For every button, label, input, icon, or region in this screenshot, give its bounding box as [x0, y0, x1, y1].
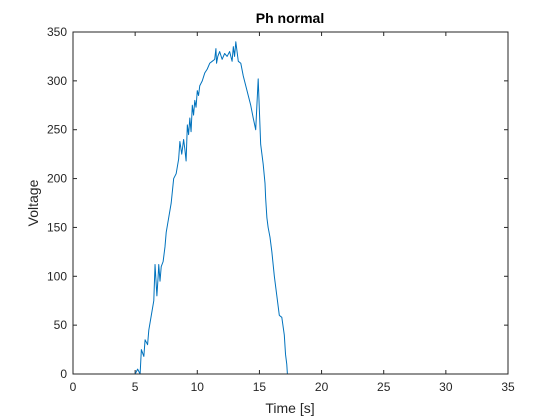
- chart-title: Ph normal: [256, 10, 324, 26]
- x-tick-label: 25: [377, 380, 391, 394]
- x-tick-label: 10: [191, 380, 205, 394]
- x-tick-label: 30: [439, 380, 453, 394]
- x-axis-label: Time [s]: [265, 400, 314, 416]
- y-tick-label: 250: [47, 123, 67, 137]
- y-tick-label: 100: [47, 269, 67, 283]
- axes-box: [72, 31, 509, 375]
- x-tick-label: 15: [253, 380, 267, 394]
- y-tick-label: 150: [47, 220, 67, 234]
- y-tick-label: 350: [47, 25, 67, 39]
- series-line: [73, 41, 508, 375]
- x-tick-label: 35: [501, 380, 515, 394]
- x-tick-label: 0: [70, 380, 77, 394]
- y-axis-label: Voltage: [25, 179, 41, 226]
- y-tick-label: 50: [54, 318, 68, 332]
- y-tick-label: 300: [47, 74, 67, 88]
- series-layer: [73, 41, 508, 375]
- y-tick-label: 200: [47, 172, 67, 186]
- y-tick-label: 0: [60, 367, 67, 381]
- plot-area: [73, 32, 508, 374]
- x-tick-label: 20: [315, 380, 329, 394]
- x-tick-label: 5: [132, 380, 139, 394]
